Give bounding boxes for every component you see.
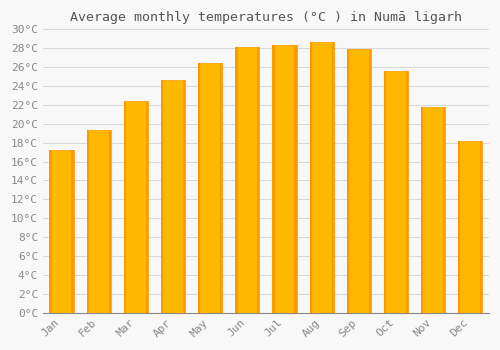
Bar (161, 80, 163, 313)
Bar (458, 141, 460, 313)
Bar (161, 80, 185, 313)
Bar (458, 141, 482, 313)
Bar (443, 107, 445, 313)
Bar (86, 131, 89, 313)
Bar (220, 63, 222, 313)
Bar (384, 71, 386, 313)
Bar (332, 42, 334, 313)
Bar (198, 63, 200, 313)
Bar (310, 42, 334, 313)
Bar (108, 131, 111, 313)
Bar (124, 101, 126, 313)
Bar (50, 150, 74, 313)
Bar (50, 150, 51, 313)
Bar (347, 49, 371, 313)
Title: Average monthly temperatures (°C ) in Numā ligarh: Average monthly temperatures (°C ) in Nu… (70, 11, 462, 24)
Bar (384, 71, 408, 313)
Bar (183, 80, 185, 313)
Bar (124, 101, 148, 313)
Bar (236, 47, 238, 313)
Bar (198, 63, 222, 313)
Bar (480, 141, 482, 313)
Bar (72, 150, 74, 313)
Bar (236, 47, 260, 313)
Bar (146, 101, 148, 313)
Bar (257, 47, 260, 313)
Bar (347, 49, 349, 313)
Bar (86, 131, 111, 313)
Bar (272, 44, 296, 313)
Bar (421, 107, 424, 313)
Bar (368, 49, 371, 313)
Bar (310, 42, 312, 313)
Bar (406, 71, 408, 313)
Bar (294, 44, 296, 313)
Bar (272, 44, 274, 313)
Bar (421, 107, 445, 313)
